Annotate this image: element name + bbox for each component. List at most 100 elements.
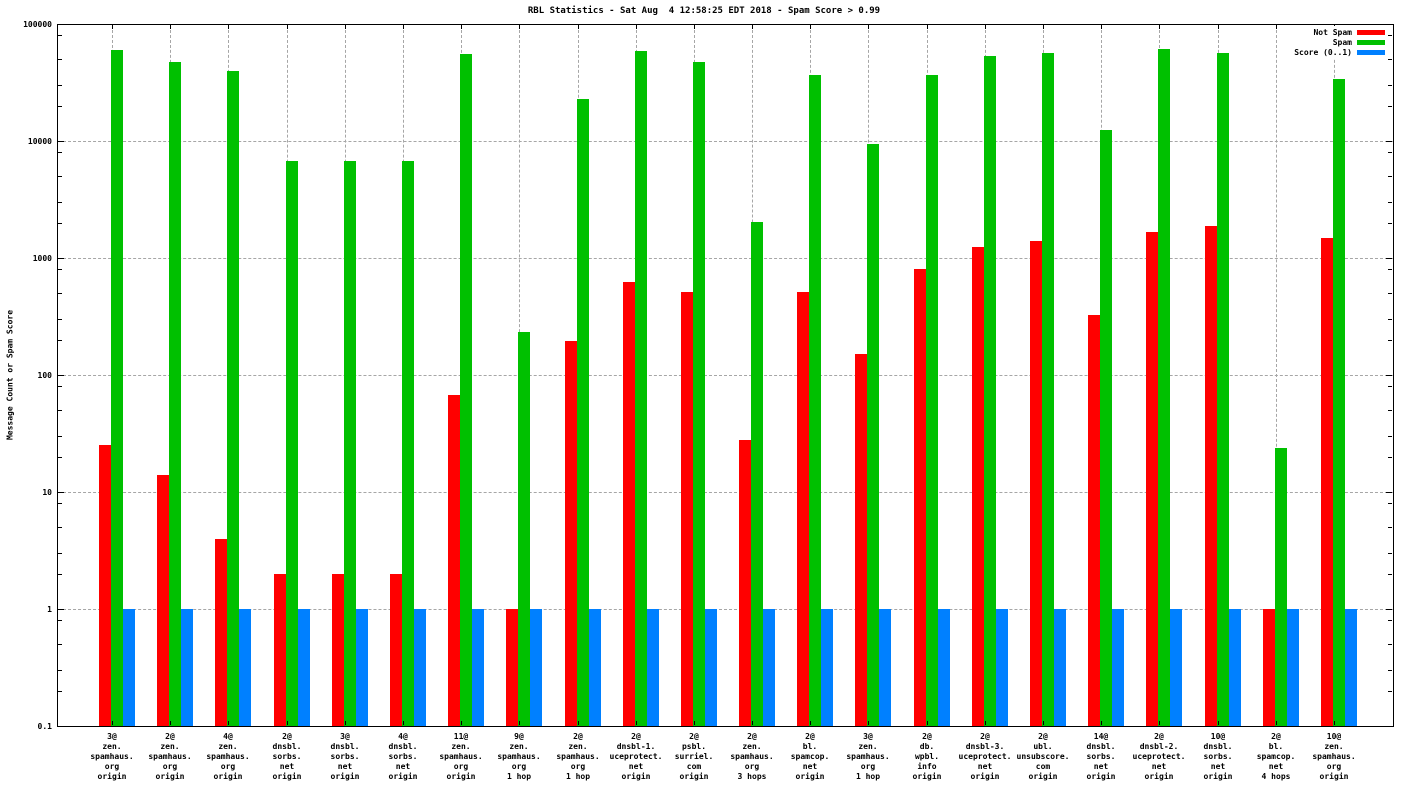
x-tick: [752, 25, 753, 29]
bar-spam: [635, 50, 647, 726]
x-tick-label-line: psbl.: [681, 742, 707, 751]
bar-not-spam: [1088, 315, 1100, 726]
x-tick-label-line: sorbs.: [1203, 752, 1233, 761]
x-tick-label-line: sorbs.: [388, 752, 418, 761]
x-tick-label-line: origin: [970, 772, 1000, 781]
y-minor-tick: [1388, 456, 1392, 458]
x-tick: [1159, 25, 1160, 29]
x-tick: [985, 721, 986, 725]
y-minor-tick: [1388, 293, 1392, 295]
y-minor-tick: [58, 410, 62, 412]
bar-spam: [867, 144, 879, 726]
x-tick-label-line: net: [802, 762, 818, 771]
x-tick-label-line: dnsbl.: [388, 742, 418, 751]
y-minor-tick: [1388, 35, 1392, 37]
x-tick-label-line: 2@: [1271, 732, 1281, 741]
bar-score: [763, 609, 775, 726]
bar-spam: [111, 49, 123, 726]
x-tick-label-line: org: [570, 762, 586, 771]
bar-score: [239, 609, 251, 726]
x-tick-label: 2@ zen. spamhaus. org 3 hops: [723, 732, 781, 782]
x-tick-label: 2@ bl. spamcop. net 4 hops: [1247, 732, 1305, 782]
bar-spam: [518, 331, 530, 726]
x-tick: [868, 721, 869, 725]
x-tick: [578, 25, 579, 29]
y-major-tick: [58, 258, 64, 259]
y-minor-tick: [1388, 202, 1392, 204]
gridline-h: [58, 492, 1393, 493]
x-tick-label-line: 2@: [282, 732, 292, 741]
x-tick-label-line: zen.: [102, 742, 122, 751]
x-tick-label-line: info: [917, 762, 937, 771]
x-tick-label: 2@ dnsbl-2. uceprotect. net origin: [1130, 732, 1188, 782]
x-tick-label-line: sorbs.: [272, 752, 302, 761]
x-tick-label-line: zen.: [218, 742, 238, 751]
x-tick-label: 11@ zen. spamhaus. org origin: [432, 732, 490, 782]
legend-swatch-score: [1357, 49, 1385, 55]
y-minor-tick: [58, 152, 62, 154]
bar-spam: [460, 54, 472, 726]
y-minor-tick: [1388, 503, 1392, 505]
y-minor-tick: [58, 222, 62, 224]
x-tick-label-line: net: [1093, 762, 1109, 771]
bar-score: [705, 609, 717, 726]
x-tick-label-line: 2@: [689, 732, 699, 741]
legend: Not Spam Spam Score (0..1): [1292, 26, 1387, 58]
x-tick-label-line: 2@: [980, 732, 990, 741]
bar-spam: [1333, 78, 1345, 726]
x-tick-label: 4@ zen. spamhaus. org origin: [199, 732, 257, 782]
y-minor-tick: [1388, 269, 1392, 271]
bar-score: [472, 609, 484, 726]
x-tick-label-line: 4 hops: [1261, 772, 1291, 781]
x-tick-label-line: origin: [1203, 772, 1233, 781]
bar-not-spam: [914, 269, 926, 726]
bar-spam: [1217, 53, 1229, 726]
y-tick-label: 0.1: [37, 722, 52, 731]
bar-not-spam: [972, 247, 984, 726]
x-tick-label-line: bl.: [1268, 742, 1284, 751]
bar-not-spam: [390, 573, 402, 726]
x-tick-label-line: net: [1151, 762, 1167, 771]
bar-score: [181, 609, 193, 726]
x-tick: [287, 25, 288, 29]
plot-area: [57, 24, 1394, 727]
x-tick: [1043, 721, 1044, 725]
legend-label: Not Spam: [1313, 27, 1352, 37]
x-tick: [519, 25, 520, 29]
x-tick: [868, 25, 869, 29]
y-minor-tick: [58, 644, 62, 646]
bar-not-spam: [623, 282, 635, 726]
x-tick-label-line: org: [860, 762, 876, 771]
y-minor-tick: [1388, 620, 1392, 622]
x-tick-label-line: surriel.: [674, 752, 714, 761]
x-tick-label-line: net: [337, 762, 353, 771]
x-tick-label-line: dnsbl.: [1086, 742, 1116, 751]
y-minor-tick: [58, 202, 62, 204]
y-minor-tick: [1388, 59, 1392, 61]
y-minor-tick: [1388, 644, 1392, 646]
bar-spam: [926, 74, 938, 726]
y-minor-tick: [1388, 690, 1392, 692]
x-tick-label-line: 11@: [453, 732, 469, 741]
x-tick-label-line: dnsbl.: [1203, 742, 1233, 751]
x-tick-label-line: zen.: [1324, 742, 1344, 751]
y-major-tick: [1386, 24, 1392, 25]
bar-not-spam: [157, 474, 169, 726]
x-tick: [927, 25, 928, 29]
x-tick-label-line: origin: [621, 772, 651, 781]
x-tick-label-line: zen.: [858, 742, 878, 751]
bar-not-spam: [274, 573, 286, 726]
x-tick-label-line: origin: [155, 772, 185, 781]
y-minor-tick: [1388, 319, 1392, 321]
x-tick-label-line: net: [977, 762, 993, 771]
x-tick-label: 9@ zen. spamhaus. org 1 hop: [490, 732, 548, 782]
x-tick-label: 2@ dnsbl-1. uceprotect. net origin: [607, 732, 665, 782]
x-tick: [461, 25, 462, 29]
y-tick-label: 1000: [32, 254, 52, 263]
x-tick-label-line: 3@: [107, 732, 117, 741]
bar-not-spam: [448, 394, 460, 726]
x-tick-label-line: 1 hop: [506, 772, 532, 781]
bar-score: [996, 609, 1008, 726]
bar-spam: [344, 161, 356, 726]
